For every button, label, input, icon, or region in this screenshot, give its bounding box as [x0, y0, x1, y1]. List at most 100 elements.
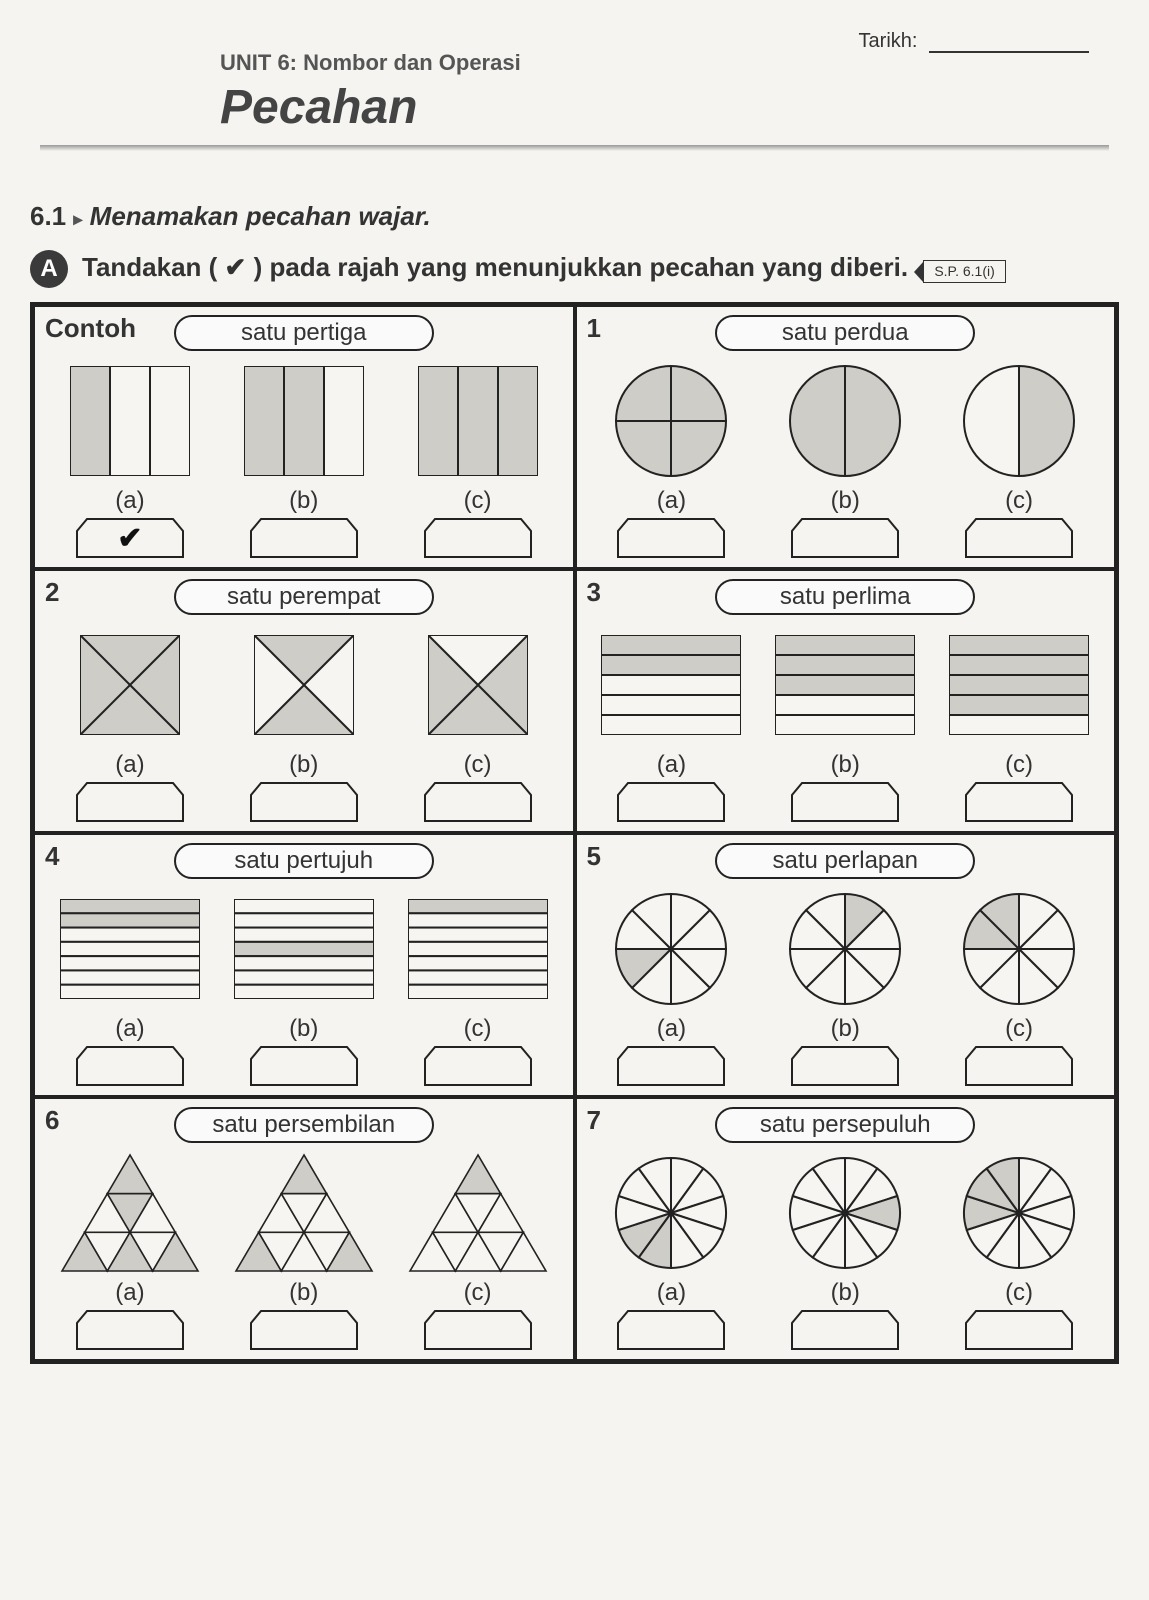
answer-box[interactable]: [964, 781, 1074, 823]
question-cell: 7 satu persepuluh (a) (b) (c): [575, 1097, 1117, 1361]
question-number: Contoh: [45, 313, 136, 344]
section-number: 6.1: [30, 201, 66, 231]
option-label: (b): [831, 1015, 860, 1043]
sp-tag: S.P. 6.1(i): [923, 260, 1005, 283]
answer-box[interactable]: [423, 1309, 533, 1351]
question-cell: 4 satu pertujuh (a) (b) (c): [33, 833, 575, 1097]
fraction-shape: [787, 889, 903, 1009]
answer-box[interactable]: [790, 517, 900, 559]
fraction-label: satu perlima: [715, 579, 975, 615]
fraction-shape: [787, 1153, 903, 1273]
option-label: (c): [1005, 487, 1033, 515]
option-label: (a): [657, 487, 686, 515]
option: (c): [403, 889, 553, 1087]
fraction-shape: [613, 1153, 729, 1273]
fraction-label: satu perdua: [715, 315, 975, 351]
question-number: 2: [45, 577, 59, 608]
answer-box[interactable]: ✔: [75, 517, 185, 559]
question-number: 7: [587, 1105, 601, 1136]
option-label: (b): [831, 1279, 860, 1307]
answer-box[interactable]: [616, 517, 726, 559]
section-title: Menamakan pecahan wajar.: [90, 201, 431, 231]
answer-box[interactable]: [249, 517, 359, 559]
date-label: Tarikh:: [859, 30, 1089, 53]
fraction-shape: [70, 361, 190, 481]
question-cell: 3 satu perlima (a) (b) (c): [575, 569, 1117, 833]
tarikh-text: Tarikh:: [859, 30, 918, 52]
unit-line: UNIT 6: Nombor dan Operasi: [220, 50, 1109, 76]
question-cell: 1 satu perdua (a) (b) (c): [575, 305, 1117, 569]
option-label: (c): [1005, 1279, 1033, 1307]
options-row: (a) ✔ (b) (c): [47, 361, 561, 559]
fraction-shape: [418, 361, 538, 481]
option: (c): [944, 361, 1094, 559]
instr-after: ) pada rajah yang menunjukkan pecahan ya…: [246, 252, 908, 282]
option: (c): [403, 625, 553, 823]
option-label: (b): [831, 751, 860, 779]
question-cell: Contoh satu pertiga (a) ✔ (b) (c): [33, 305, 575, 569]
question-number: 6: [45, 1105, 59, 1136]
question-number: 5: [587, 841, 601, 872]
answer-box[interactable]: [75, 1309, 185, 1351]
option: (c): [403, 1153, 553, 1351]
fraction-shape: [949, 625, 1089, 745]
answer-box[interactable]: [423, 1045, 533, 1087]
worksheet-header: Tarikh: UNIT 6: Nombor dan Operasi Pecah…: [20, 20, 1129, 171]
option-label: (a): [115, 1279, 144, 1307]
fraction-shape: [60, 1153, 200, 1273]
answer-box[interactable]: [75, 1045, 185, 1087]
option: (a): [596, 889, 746, 1087]
checkmark-icon: ✔: [117, 521, 142, 556]
option: (a): [55, 889, 205, 1087]
fraction-label: satu pertujuh: [174, 843, 434, 879]
option: (b): [229, 889, 379, 1087]
fraction-shape: [775, 625, 915, 745]
answer-box[interactable]: [423, 781, 533, 823]
option: (c): [944, 889, 1094, 1087]
options-row: (a) (b) (c): [589, 889, 1103, 1087]
answer-box[interactable]: [964, 1045, 1074, 1087]
answer-box[interactable]: [616, 1309, 726, 1351]
answer-box[interactable]: [616, 781, 726, 823]
option-label: (c): [464, 487, 492, 515]
answer-box[interactable]: [423, 517, 533, 559]
answer-box[interactable]: [249, 1309, 359, 1351]
option: (a): [55, 1153, 205, 1351]
option-label: (a): [115, 751, 144, 779]
option: (b): [770, 625, 920, 823]
answer-box[interactable]: [790, 781, 900, 823]
date-line[interactable]: [929, 51, 1089, 53]
option: (b): [229, 625, 379, 823]
fraction-shape: [601, 625, 741, 745]
fraction-shape: [787, 361, 903, 481]
options-row: (a) (b) (c): [47, 1153, 561, 1351]
answer-box[interactable]: [790, 1309, 900, 1351]
option-label: (a): [115, 487, 144, 515]
option-label: (b): [289, 1279, 318, 1307]
fraction-shape: [613, 361, 729, 481]
check-icon: ✔: [225, 252, 247, 282]
answer-box[interactable]: [964, 1309, 1074, 1351]
fraction-label: satu perempat: [174, 579, 434, 615]
fraction-shape: [244, 361, 364, 481]
option: (b): [229, 1153, 379, 1351]
instr-before: Tandakan (: [82, 252, 225, 282]
fraction-shape: [254, 625, 354, 745]
fraction-label: satu persembilan: [174, 1107, 434, 1143]
options-row: (a) (b) (c): [47, 625, 561, 823]
fraction-label: satu pertiga: [174, 315, 434, 351]
question-cell: 6 satu persembilan (a) (b) (c): [33, 1097, 575, 1361]
option-label: (b): [289, 751, 318, 779]
answer-box[interactable]: [249, 781, 359, 823]
option-label: (a): [657, 1015, 686, 1043]
option-label: (b): [289, 1015, 318, 1043]
option: (c): [944, 625, 1094, 823]
options-row: (a) (b) (c): [589, 361, 1103, 559]
answer-box[interactable]: [249, 1045, 359, 1087]
answer-box[interactable]: [616, 1045, 726, 1087]
fraction-shape: [961, 1153, 1077, 1273]
answer-box[interactable]: [75, 781, 185, 823]
answer-box[interactable]: [790, 1045, 900, 1087]
page-title: Pecahan: [220, 80, 1109, 135]
answer-box[interactable]: [964, 517, 1074, 559]
